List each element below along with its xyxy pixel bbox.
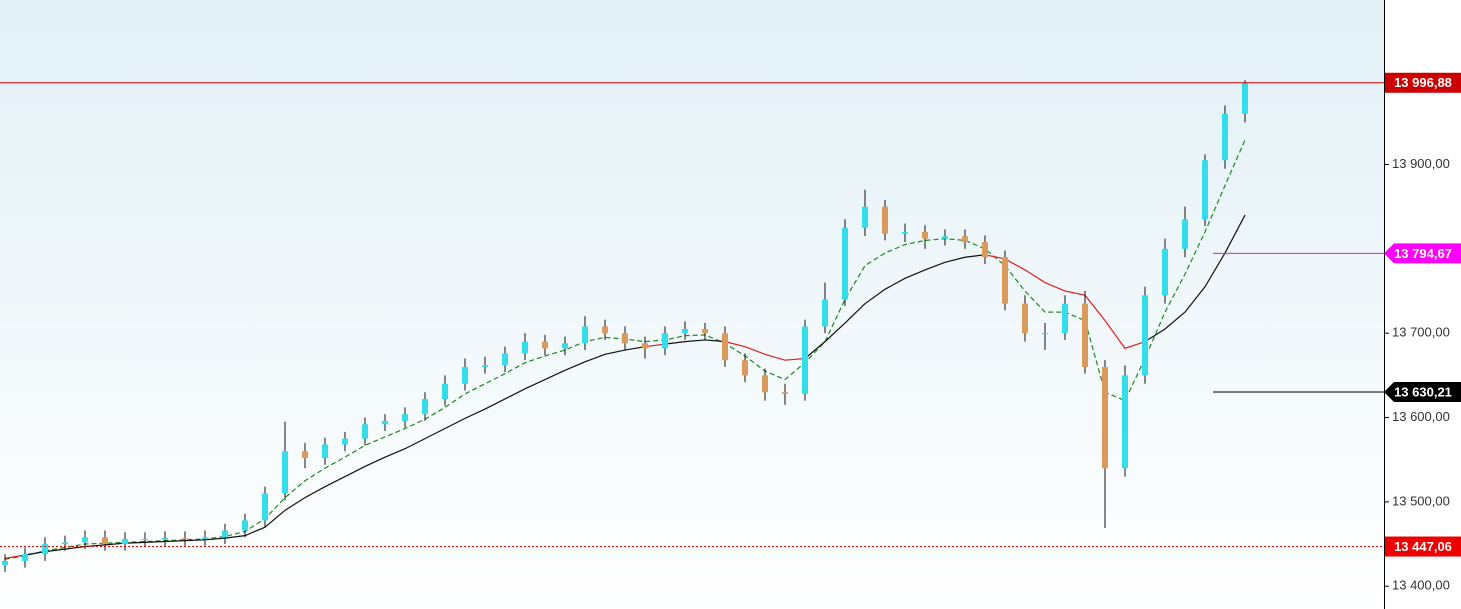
axis-background (1384, 0, 1461, 609)
candle-body (502, 353, 508, 366)
candle-body (122, 538, 128, 545)
moving-average-line (664, 339, 726, 345)
price-level-tag (1384, 382, 1461, 403)
price-level-label: 13 794,67 (1394, 246, 1452, 261)
price-level-label: 13 630,21 (1394, 384, 1452, 399)
candle-body (362, 424, 368, 439)
candle-body (1002, 257, 1008, 304)
candle-body (322, 444, 328, 459)
candle-body (1062, 303, 1068, 334)
candle-body (442, 383, 448, 399)
candle-body (1242, 82, 1248, 114)
candle-body (882, 206, 888, 234)
price-level-tag (1384, 243, 1461, 264)
candle-body (1022, 303, 1028, 334)
candle-body (402, 414, 408, 421)
candle-body (1042, 333, 1048, 335)
y-tick-label: 13 500,00 (1392, 493, 1450, 508)
candle-body (182, 538, 188, 540)
candle-body (982, 242, 988, 258)
y-tick-label: 13 400,00 (1392, 578, 1450, 593)
moving-average-line (1144, 214, 1246, 343)
candle-body (2, 560, 8, 566)
candle-body (382, 420, 388, 425)
candle-body (542, 341, 548, 349)
candle-body (622, 333, 628, 344)
candle-body (702, 328, 708, 334)
moving-average-line (804, 254, 986, 359)
candle-body (1202, 160, 1208, 220)
moving-average-line (24, 346, 646, 556)
candle-body (902, 231, 908, 234)
candle-body (1102, 366, 1108, 469)
candle-body (582, 326, 588, 344)
price-level-tag (1385, 536, 1461, 557)
price-level-label: 13 996,88 (1394, 75, 1452, 90)
candle-body (782, 392, 788, 394)
candle-body (82, 537, 88, 543)
candle-body (1162, 248, 1168, 296)
candle-body (102, 537, 108, 545)
candle-body (222, 530, 228, 538)
candle-body (862, 206, 868, 228)
moving-average-line (984, 254, 1146, 350)
candle-body (802, 326, 808, 394)
candle-body (1222, 113, 1228, 161)
candle-body (1182, 219, 1188, 249)
candle-body (302, 451, 308, 459)
candle-body (462, 366, 468, 384)
candle-body (262, 493, 268, 521)
moving-average-line (724, 341, 806, 361)
candle-body (282, 451, 288, 494)
candle-body (722, 333, 728, 361)
candle-body (822, 299, 828, 327)
candle-body (62, 542, 68, 545)
candle-body (202, 537, 208, 539)
price-level-tag (1385, 72, 1461, 93)
candle-body (422, 398, 428, 415)
price-level-label: 13 447,06 (1394, 539, 1452, 554)
candle-body (922, 231, 928, 239)
candle-body (602, 326, 608, 334)
moving-average-line (644, 343, 666, 348)
candle-body (142, 538, 148, 540)
candle-body (642, 343, 648, 349)
candle-body (562, 343, 568, 349)
candle-body (762, 375, 768, 393)
candle-body (242, 520, 248, 531)
candle-body (162, 538, 168, 540)
candle-body (342, 438, 348, 445)
plot-background (0, 0, 1384, 609)
candle-body (522, 341, 528, 354)
candle-body (742, 360, 748, 376)
y-tick-label: 13 600,00 (1392, 409, 1450, 424)
candle-body (942, 236, 948, 239)
candle-body (1142, 295, 1148, 376)
candle-body (42, 544, 48, 555)
candle-body (1122, 375, 1128, 469)
candle-body (962, 236, 968, 243)
y-tick-label: 13 700,00 (1392, 325, 1450, 340)
candle-body (482, 365, 488, 367)
candle-body (842, 227, 848, 300)
candle-body (662, 333, 668, 349)
candle-body (682, 328, 688, 334)
candle-body (1082, 303, 1088, 367)
y-tick-label: 13 900,00 (1392, 156, 1450, 171)
candle-body (22, 554, 28, 561)
moving-average-line (4, 554, 26, 559)
